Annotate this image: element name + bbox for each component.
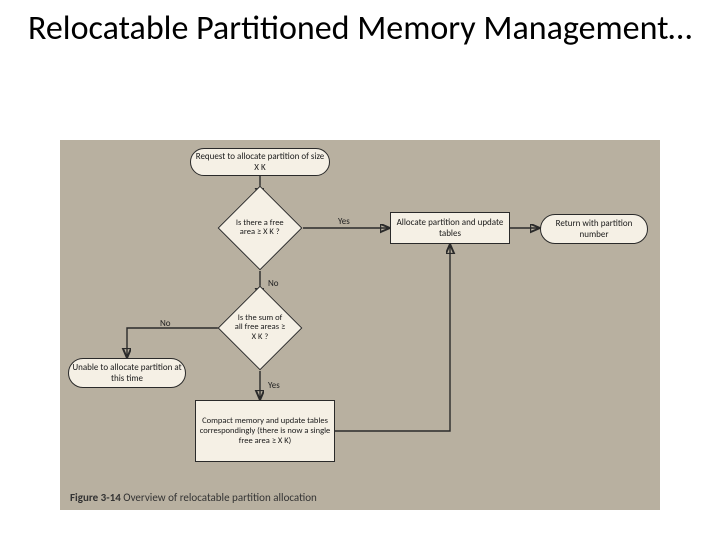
flowchart-arrows <box>60 140 660 510</box>
flowchart-container: Request to allocate partition of size X … <box>60 140 660 510</box>
edge-d2-unable <box>127 328 218 358</box>
node-start: Request to allocate partition of size X … <box>190 148 330 176</box>
node-return: Return with partition number <box>540 214 648 244</box>
figure-caption: Figure 3-14 Overview of relocatable part… <box>70 491 317 504</box>
edge-label-yes-1: Yes <box>338 216 350 227</box>
node-unable: Unable to allocate partition at this tim… <box>68 358 186 388</box>
edge-label-yes-2: Yes <box>268 380 280 391</box>
edge-compact-alloc <box>335 244 450 431</box>
node-compact: Compact memory and update tables corresp… <box>195 400 335 462</box>
node-allocate: Allocate partition and update tables <box>390 212 510 244</box>
edge-label-no-1: No <box>268 278 279 289</box>
page-title: Relocatable Partitioned Memory Managemen… <box>0 0 720 49</box>
edge-label-no-2: No <box>160 318 171 329</box>
